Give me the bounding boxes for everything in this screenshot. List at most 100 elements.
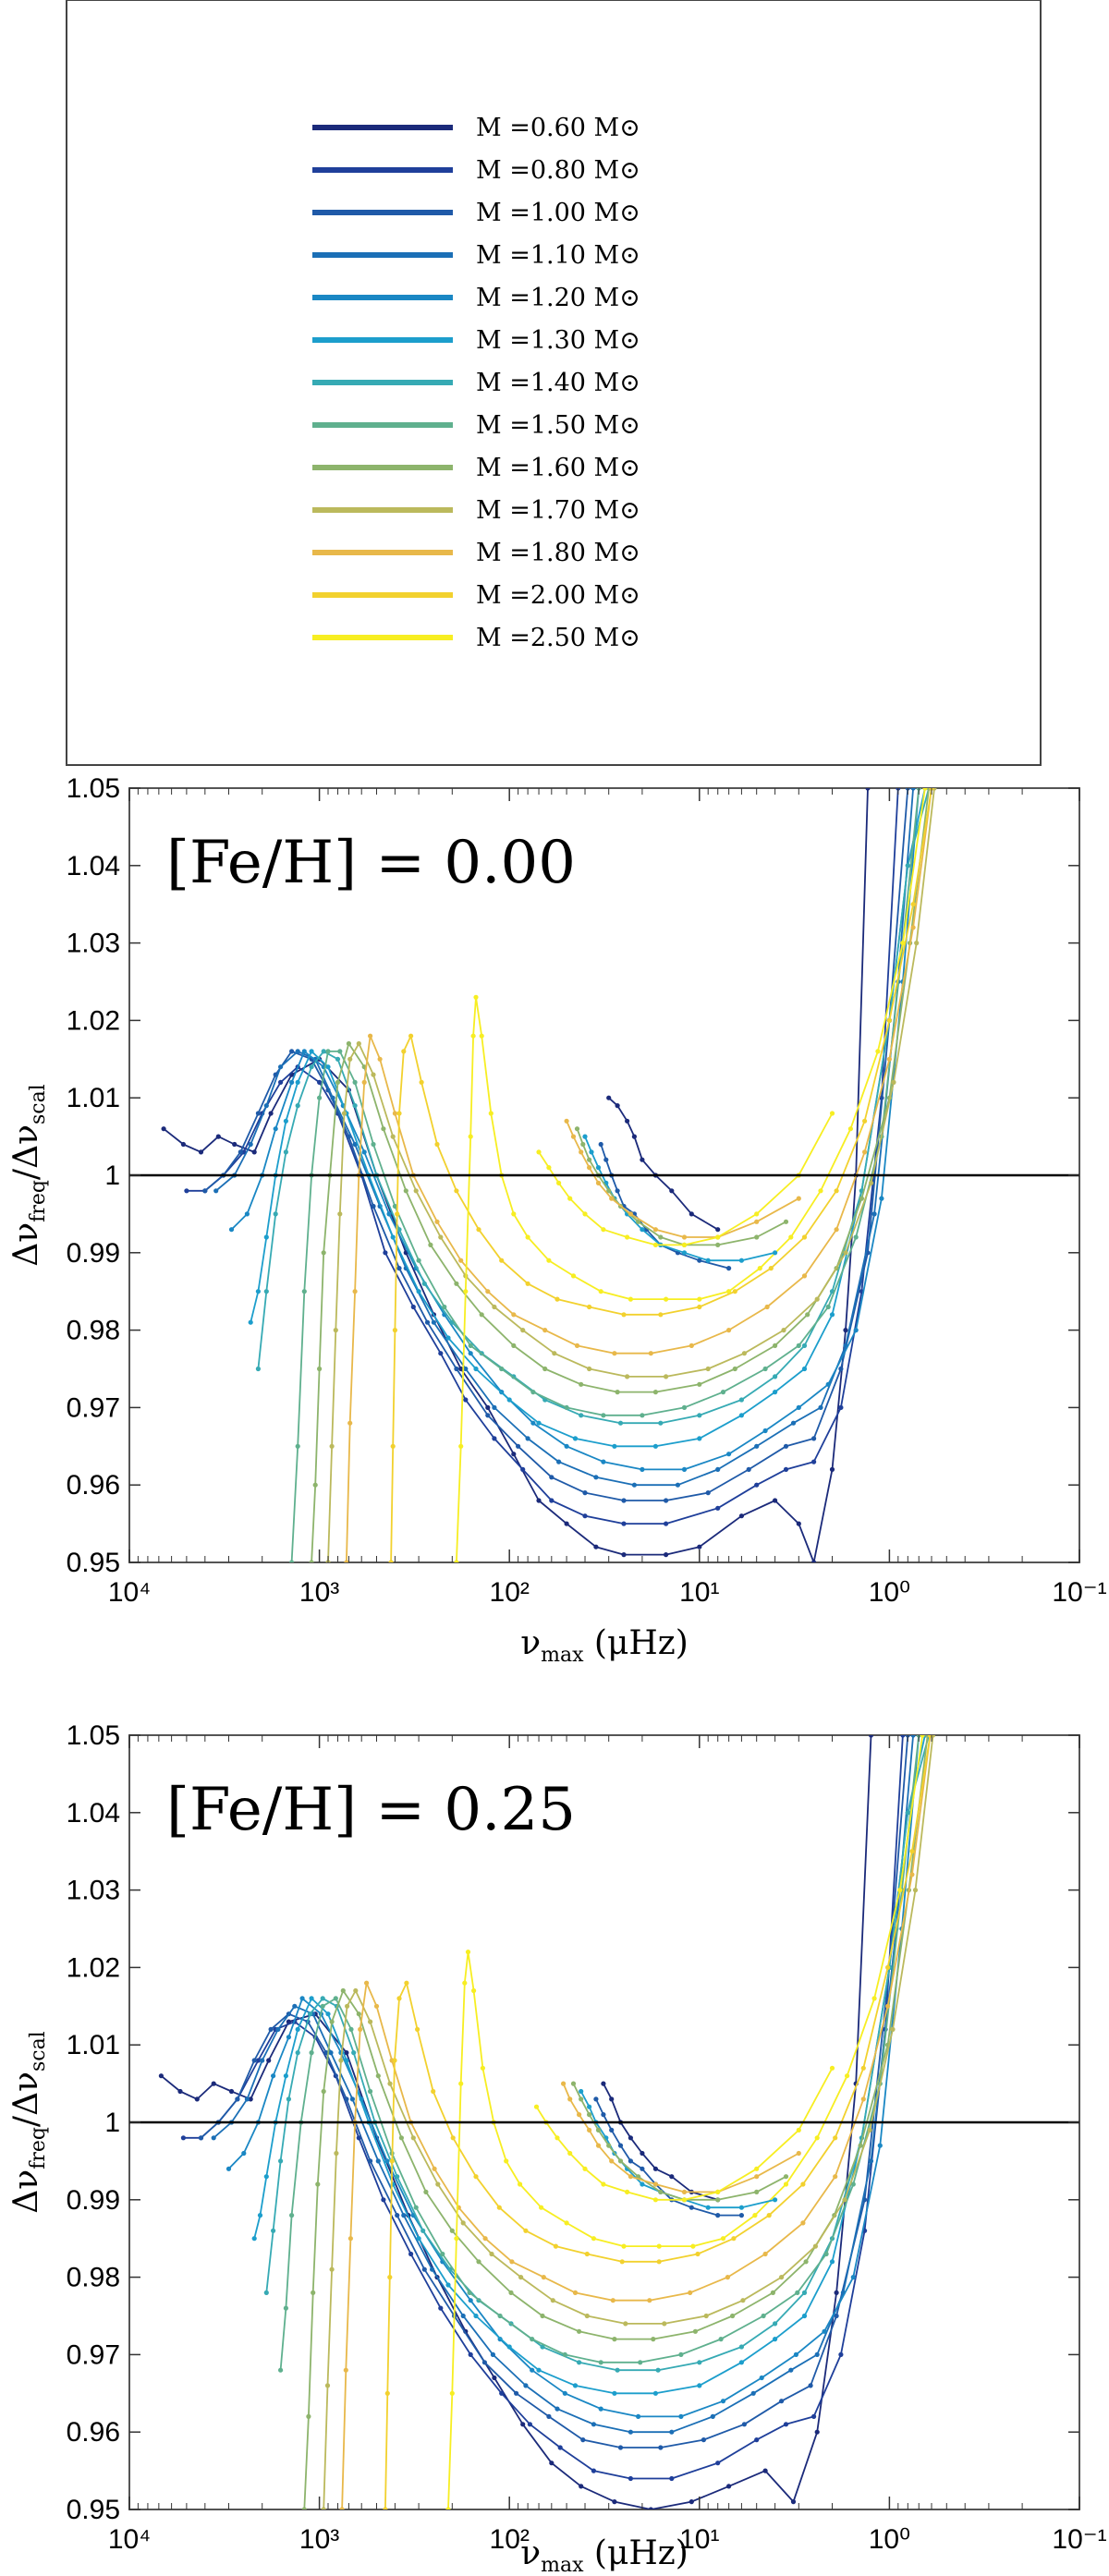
series-point [651,2337,656,2342]
series-point [553,2243,559,2249]
series-point [615,2367,620,2373]
series-point [384,2158,390,2164]
series-point [419,1079,424,1085]
series-point [371,1141,376,1148]
series-point [289,1049,295,1054]
series-line [384,1735,932,2509]
series-point [438,1351,444,1356]
series-point [795,2290,800,2295]
series-point [317,1079,323,1085]
series-point [283,2073,288,2079]
clump-point [754,2166,760,2171]
series-point [368,1033,373,1039]
series-point [648,1351,653,1356]
series-point [518,2275,524,2280]
clump-point [738,1258,745,1263]
series-point [829,2259,835,2265]
series-point [762,2468,768,2473]
series-point [317,1366,323,1372]
series-point [842,2197,847,2203]
series-point [720,1390,726,1395]
series-point [428,1242,433,1247]
series-point [900,1735,906,1738]
y-tick-label: 1.05 [67,1720,120,1751]
series-point [838,1366,844,1372]
series-point [349,2096,355,2102]
series-point [678,2413,684,2419]
series-point [823,2251,829,2257]
clump-point [754,1234,760,1240]
series-point [681,1466,688,1472]
series-point [582,1490,588,1496]
series-point [333,1328,338,1333]
series-point [395,2213,400,2218]
clump-point [640,2181,645,2187]
clump-point [754,1219,760,1224]
series-line [341,1735,932,2509]
series-point [715,2461,721,2466]
series-point [705,1490,711,1496]
series-point [492,2375,497,2381]
series-point [754,2437,760,2443]
series-point [416,1289,421,1294]
clump-point [783,1219,789,1224]
series-point [818,1188,823,1194]
series-point [321,1049,326,1054]
series-point [825,1304,831,1310]
series-point [862,1118,868,1124]
legend-entries: M =0.60 M⊙ M =0.80 M⊙ M =1.00 M⊙ M =1.10 M⊙… [312,114,640,652]
series-point [392,1328,397,1333]
series-point [180,2135,186,2141]
series-point [871,1996,877,2001]
series-point [390,1443,396,1449]
series-point [301,1049,307,1054]
series-point [868,2158,874,2164]
series-point [541,2275,546,2280]
series-point [860,2096,866,2102]
series-point [664,1296,669,1302]
series-point [335,1056,341,1062]
series-point [278,1079,284,1085]
series-point [211,2135,216,2141]
series-point [574,1343,580,1348]
y-tick-label: 1.02 [67,1005,120,1036]
clump-point [658,1234,664,1240]
series-point [523,2383,529,2388]
series-point [320,2003,325,2009]
series-point [468,1351,473,1356]
series-point [853,1234,859,1240]
series-point [343,2367,348,2373]
series-point [664,1374,669,1379]
series-point [564,1404,569,1410]
series-point [656,2259,662,2265]
series-point [695,2251,701,2257]
series-point [598,2360,603,2365]
clump-point [726,1266,732,1271]
series-point [492,1436,497,1441]
clump-point [715,1242,721,1247]
series-point [325,2011,331,2017]
series-point [325,1049,331,1054]
series-point [905,863,910,869]
series-point [697,1544,702,1549]
series-point [636,2413,641,2419]
y-tick-label: 1.04 [67,851,120,881]
series-point [879,1196,884,1201]
clump-point [609,2096,615,2102]
series-point [793,2351,799,2357]
clump-point [796,2127,801,2132]
series-point [511,1312,517,1318]
series-point [341,1111,347,1116]
series-line [186,788,899,1525]
series-point [390,1234,396,1240]
clump-point [705,2205,711,2210]
series-point [460,2220,466,2226]
series-point [368,2158,373,2164]
clump-line [584,1136,775,1262]
clump-line [566,1120,799,1238]
clump-point [640,2150,645,2157]
clump-line [572,2083,786,2201]
series-point [628,1296,634,1302]
series-point [752,2213,758,2218]
series-point [311,2290,316,2295]
